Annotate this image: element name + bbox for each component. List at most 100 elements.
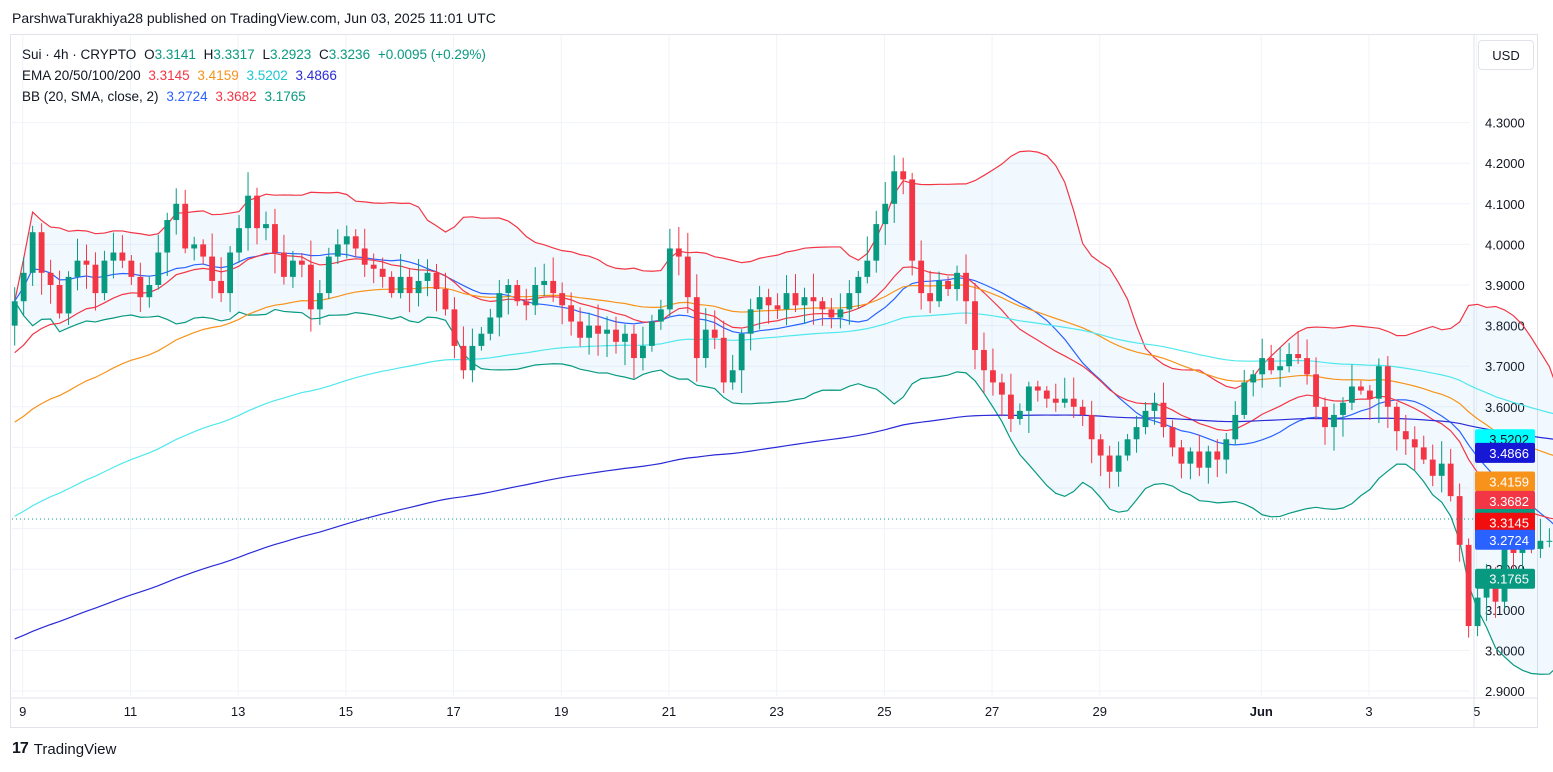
candle xyxy=(640,326,646,371)
candle xyxy=(424,259,431,297)
candle xyxy=(595,304,601,356)
y-tick-label: 4.2000 xyxy=(1485,156,1525,171)
price-label-bg xyxy=(1475,490,1535,511)
price-label: 3.4159 xyxy=(1475,471,1535,492)
high-label: H3.3317 xyxy=(203,47,255,62)
candle-body xyxy=(20,272,27,302)
candle-body xyxy=(424,272,431,281)
ema100-value: 3.5202 xyxy=(246,68,288,83)
candle-body xyxy=(83,260,90,265)
candle-body xyxy=(388,276,395,294)
price-label-text: 3.1765 xyxy=(1489,572,1529,587)
x-tick-label: 9 xyxy=(19,704,26,719)
candle-body xyxy=(1384,366,1391,407)
ema100-line xyxy=(14,312,1553,517)
candle-body xyxy=(469,345,476,371)
bb-upper-value: 3.3682 xyxy=(215,89,257,104)
x-tick-label: 13 xyxy=(231,704,245,719)
candle-body xyxy=(1474,597,1481,627)
candle-body xyxy=(1106,455,1113,472)
candle xyxy=(1340,397,1346,437)
candle xyxy=(1088,400,1095,464)
candle xyxy=(209,233,216,299)
candle-body xyxy=(11,301,18,326)
candle-body xyxy=(523,301,530,306)
chart-frame xyxy=(10,34,1538,728)
symbol-label[interactable]: Sui · 4h · CRYPTO xyxy=(22,47,137,62)
chart-legend: Sui · 4h · CRYPTO O3.3141 H3.3317 L3.292… xyxy=(22,44,490,107)
candle xyxy=(487,308,494,341)
currency-button[interactable]: USD xyxy=(1478,40,1534,70)
candle xyxy=(20,257,27,316)
candle-body xyxy=(846,293,853,310)
candle-body xyxy=(891,171,898,204)
candle-body xyxy=(191,244,198,249)
candle xyxy=(1331,403,1337,451)
candle-body xyxy=(1420,447,1427,460)
candle-body xyxy=(1115,455,1122,472)
candle xyxy=(1411,426,1418,471)
candle xyxy=(1178,439,1185,479)
candle xyxy=(586,312,592,355)
candle xyxy=(1223,433,1230,474)
bb-label[interactable]: BB (20, SMA, close, 2) xyxy=(22,89,159,104)
candle xyxy=(577,307,584,347)
candle xyxy=(702,308,709,368)
candle xyxy=(1187,447,1194,480)
candle xyxy=(693,274,700,382)
bb-lower-line xyxy=(14,300,1553,675)
bb-upper-line xyxy=(14,150,1553,389)
candle xyxy=(864,236,871,284)
candle xyxy=(119,235,126,269)
price-label-text: 3.2724 xyxy=(1489,533,1529,548)
candle-body xyxy=(1313,374,1319,407)
candle xyxy=(1052,383,1059,412)
candle xyxy=(281,234,287,285)
candle-body xyxy=(864,260,871,277)
candle-body xyxy=(1510,548,1517,553)
candle xyxy=(1169,420,1176,457)
candle xyxy=(532,267,539,316)
price-label: 3.4866 xyxy=(1475,442,1535,463)
candle-body xyxy=(352,236,359,249)
close-label: C3.3236 xyxy=(319,47,371,62)
candle xyxy=(1456,483,1463,562)
candle xyxy=(1133,415,1140,453)
candle xyxy=(541,263,548,297)
footer-brand[interactable]: 17 TradingView xyxy=(12,740,116,758)
candle-body xyxy=(1052,398,1059,403)
candle xyxy=(1034,380,1041,402)
candle xyxy=(182,189,189,254)
y-tick-label: 3.9000 xyxy=(1485,278,1525,293)
candle-body xyxy=(1393,406,1400,432)
candle-body xyxy=(1537,540,1544,549)
candle xyxy=(1438,441,1445,493)
candle xyxy=(433,263,440,312)
candle xyxy=(1420,435,1427,465)
candle-body xyxy=(990,370,996,383)
candle xyxy=(963,254,969,325)
candle-body xyxy=(1340,402,1346,415)
candle-body xyxy=(1160,402,1167,428)
candle xyxy=(1124,433,1131,461)
candle xyxy=(155,234,162,290)
ema50-value: 3.4159 xyxy=(197,68,239,83)
y-tick-label: 3.7000 xyxy=(1485,359,1525,374)
candle xyxy=(164,212,171,277)
candle xyxy=(352,229,359,258)
ema-label[interactable]: EMA 20/50/100/200 xyxy=(22,68,141,83)
candle-body xyxy=(963,272,969,302)
candle-body xyxy=(774,305,781,310)
candle xyxy=(1259,338,1266,388)
y-tick-label: 4.1000 xyxy=(1485,197,1525,212)
candle-body xyxy=(1546,540,1553,542)
candle xyxy=(1268,344,1275,375)
candle xyxy=(1106,445,1113,489)
candle xyxy=(981,332,987,394)
candle-body xyxy=(442,289,449,310)
candle xyxy=(801,287,808,324)
candle xyxy=(810,273,817,325)
candle-body xyxy=(613,329,619,342)
candle xyxy=(1322,397,1328,445)
